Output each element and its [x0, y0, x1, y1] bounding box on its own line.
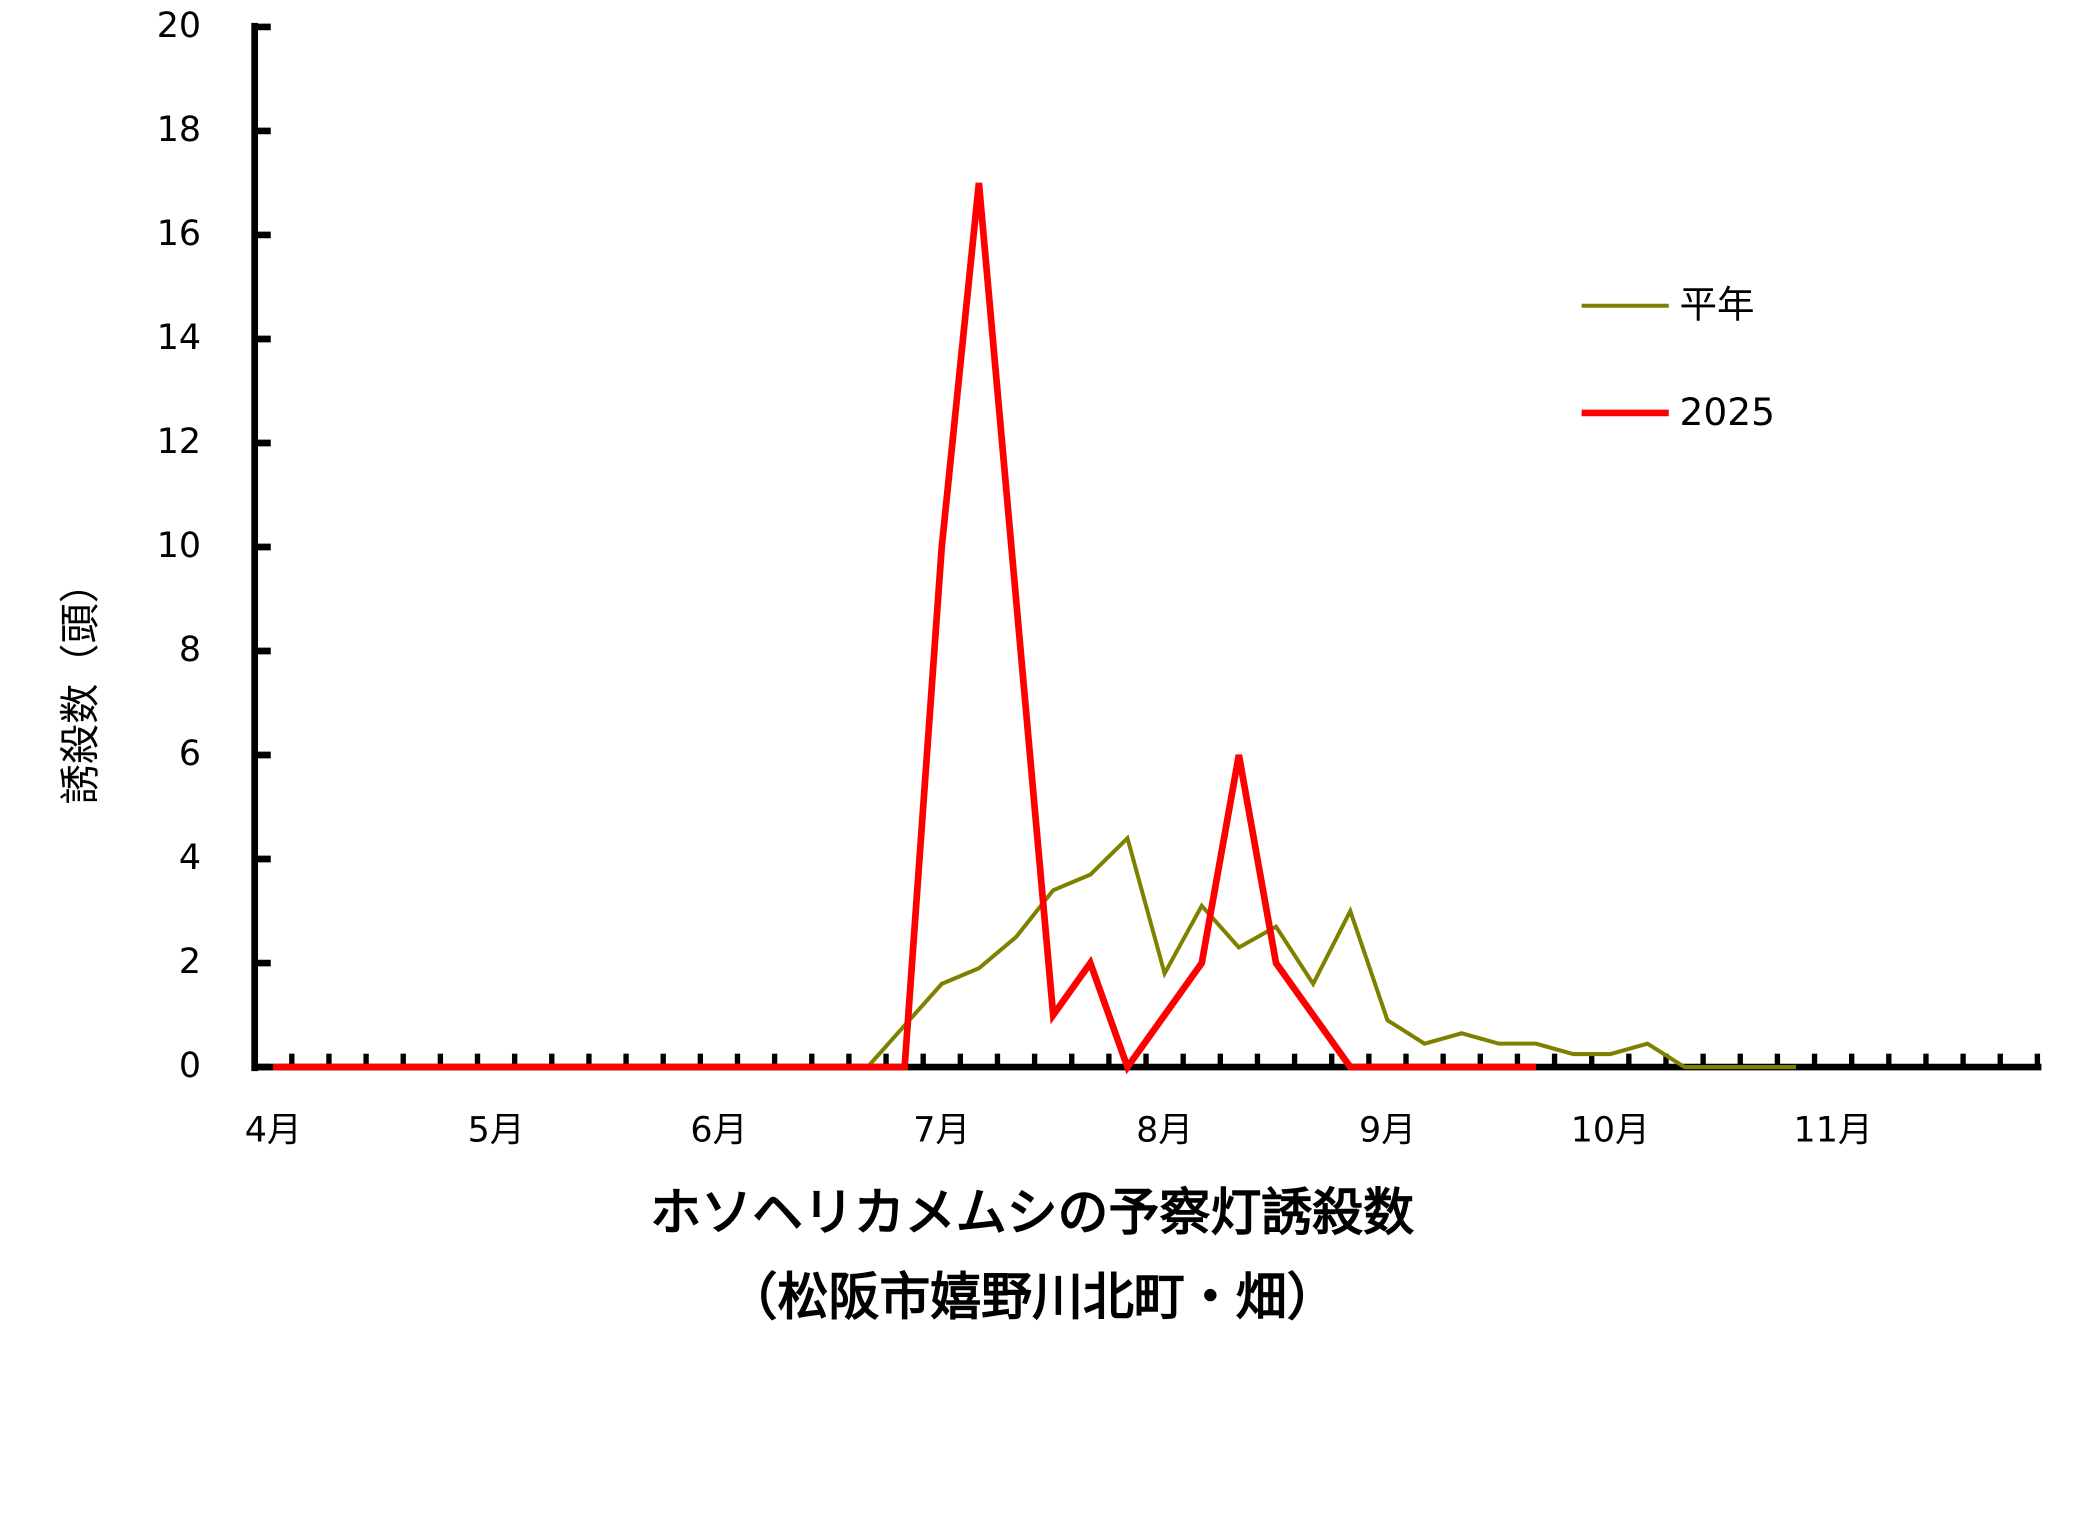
- data-line: [273, 182, 1537, 1075]
- chart-subtitle: （松阪市嬉野川北町・畑）: [727, 1268, 1338, 1327]
- x-tick-label: 7月: [913, 1110, 970, 1150]
- y-tick-label: 12: [157, 422, 201, 462]
- legend-label: 平年: [1680, 283, 1755, 327]
- y-tick-label: 10: [157, 526, 201, 566]
- data-line: [273, 834, 1796, 1070]
- y-tick-label: 2: [179, 942, 201, 982]
- x-tick-label: 11月: [1794, 1110, 1873, 1150]
- y-tick-label: 16: [157, 214, 201, 254]
- y-tick-label: 4: [179, 838, 201, 878]
- chart-title: ホソヘリカメムシの予察灯誘殺数: [650, 1184, 1414, 1243]
- y-axis-label: 誘殺数（頭）: [58, 563, 104, 804]
- x-tick-label: 6月: [690, 1110, 747, 1150]
- y-tick-label: 18: [157, 110, 201, 150]
- y-tick-label: 14: [157, 318, 201, 358]
- x-tick-label: 10月: [1571, 1110, 1650, 1150]
- legend-label: 2025: [1680, 390, 1775, 434]
- y-tick-label: 8: [179, 630, 201, 670]
- y-tick-label: 6: [179, 734, 201, 774]
- x-tick-label: 8月: [1136, 1110, 1193, 1150]
- x-tick-label: 5月: [468, 1110, 525, 1150]
- x-tick-label: 4月: [245, 1110, 302, 1150]
- y-tick-label: 0: [179, 1046, 201, 1086]
- y-tick-label: 20: [157, 6, 201, 46]
- x-tick-label: 9月: [1359, 1110, 1416, 1150]
